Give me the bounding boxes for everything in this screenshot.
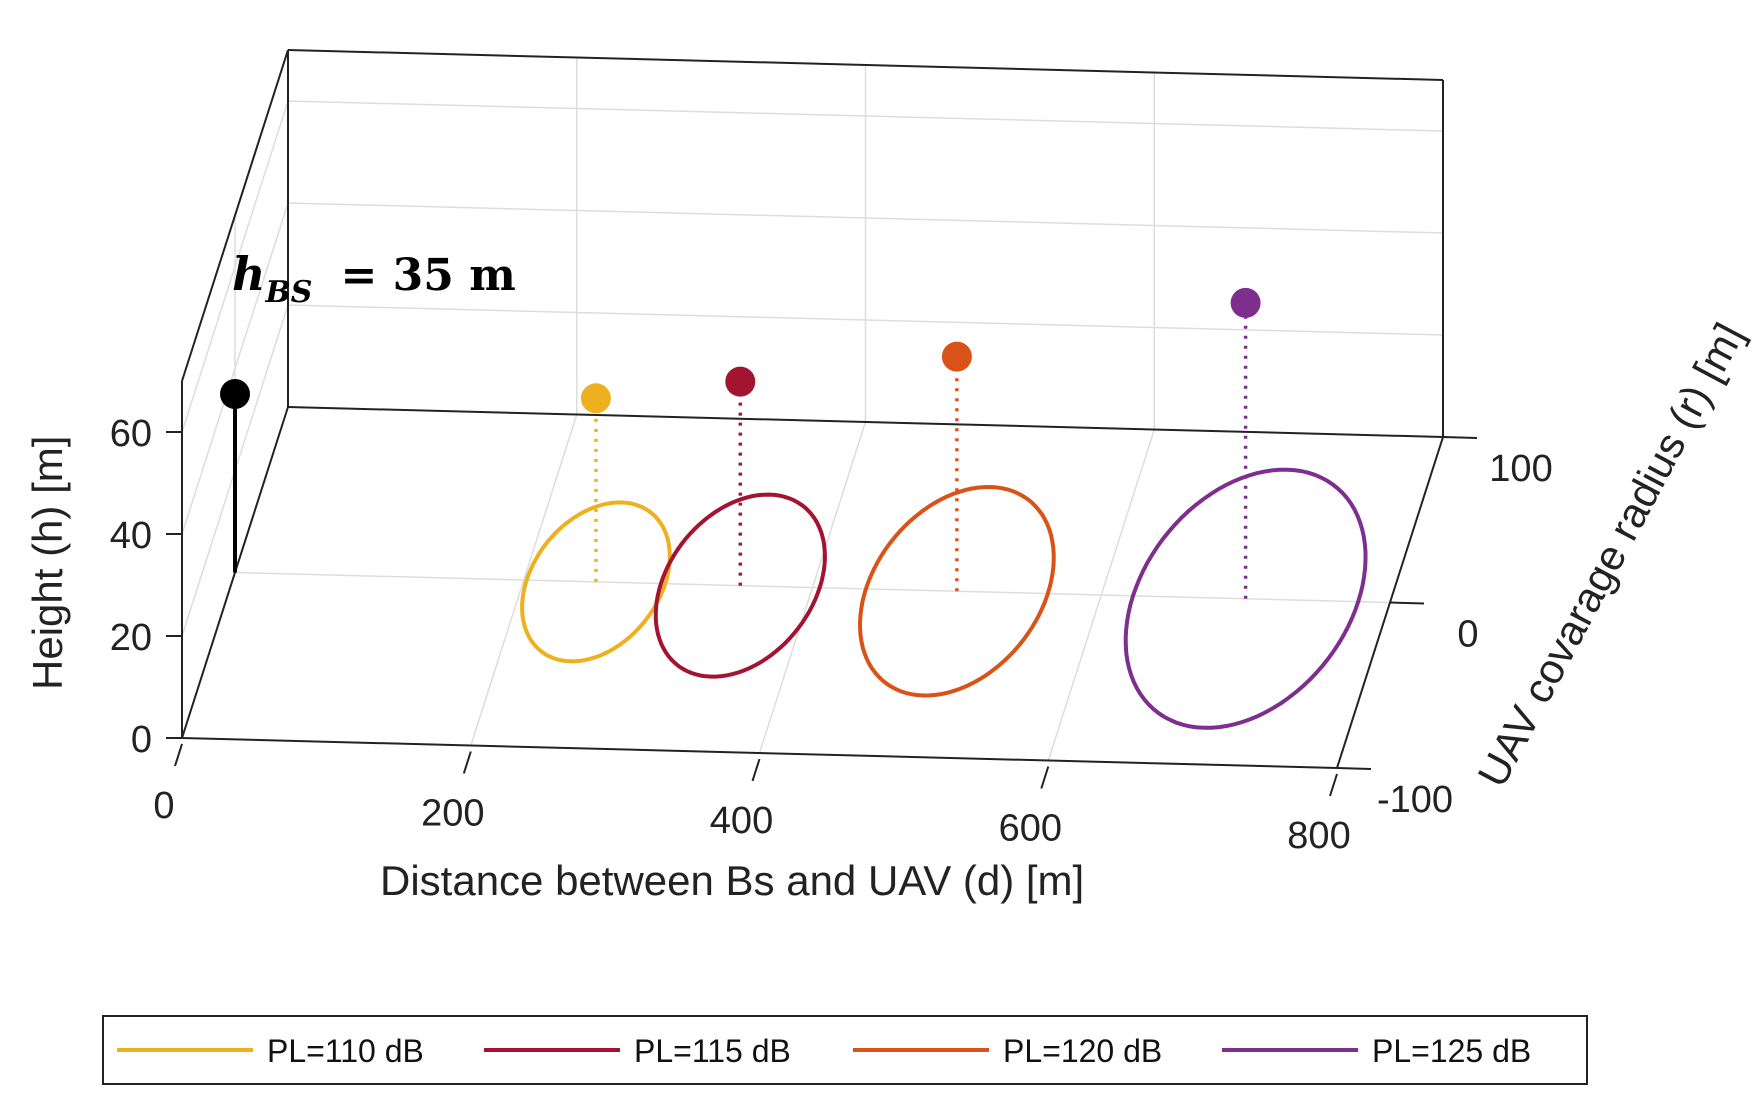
x-tick-label: 800	[1287, 815, 1350, 857]
legend-label: PL=115 dB	[634, 1033, 791, 1069]
series-2	[653, 366, 827, 679]
annotation-value: = 35 m	[340, 250, 515, 301]
z-tick-label: 20	[110, 617, 152, 659]
x-tick-mark	[174, 743, 183, 767]
legend-label: PL=110 dB	[267, 1033, 424, 1069]
y-tick-mark	[1336, 767, 1372, 770]
height-annotation: hBS = 35 m	[232, 247, 516, 310]
coverage-circle	[653, 492, 827, 679]
x-tick-mark	[462, 751, 472, 774]
y-tick-mark	[1442, 436, 1478, 439]
legend-label: PL=125 dB	[1372, 1033, 1531, 1069]
x-tick-mark	[751, 758, 761, 782]
base-station-marker	[220, 379, 250, 409]
coverage-circle	[857, 484, 1056, 698]
annotation-symbol: h	[232, 247, 265, 301]
grid-line-floor-y	[234, 571, 1391, 604]
grid-line-back-z	[287, 304, 1444, 336]
axis-edge	[181, 737, 1338, 769]
x-tick-label: 600	[999, 808, 1062, 850]
axis-edge	[287, 406, 1444, 438]
grid-line-left-z	[181, 100, 289, 433]
y-axis-title: UAV covarage radius (r) [m]	[1468, 315, 1752, 794]
annotation-subscript: BS	[264, 275, 312, 310]
axes-frame	[166, 49, 1478, 797]
y-tick-label: 100	[1489, 448, 1552, 490]
grid-line-back-z	[287, 202, 1444, 234]
uav-marker	[1230, 287, 1261, 318]
coverage-circle	[1123, 467, 1368, 730]
z-tick-label: 60	[110, 413, 152, 455]
x-tick-mark	[1040, 766, 1050, 789]
z-axis-title: Height (h) [m]	[24, 436, 71, 690]
uav-marker	[725, 366, 756, 397]
legend-label: PL=120 dB	[1003, 1033, 1162, 1069]
grid-line-left-z	[181, 202, 289, 535]
z-tick-label: 0	[131, 719, 152, 761]
uav-marker	[941, 341, 972, 372]
series-3	[857, 341, 1056, 698]
axis-edge	[287, 49, 1444, 81]
grid-line-back-z	[287, 100, 1444, 132]
z-tick-label: 40	[110, 515, 152, 557]
tick-labels: 0 200 400 600 800 -100 0 100 0 20 40 60	[110, 413, 1553, 857]
x-axis-title: Distance between Bs and UAV (d) [m]	[380, 857, 1084, 904]
series-1	[520, 383, 672, 664]
x-tick-label: 0	[153, 785, 174, 827]
y-tick-mark	[1389, 601, 1425, 605]
x-tick-label: 400	[710, 800, 773, 842]
uav-marker	[580, 383, 611, 414]
x-tick-mark	[1329, 773, 1338, 797]
plot-series	[220, 287, 1368, 730]
series-4	[1123, 287, 1368, 730]
axis-edge	[181, 49, 289, 382]
y-tick-label: 0	[1457, 614, 1478, 656]
legend: PL=110 dB PL=115 dB PL=120 dB PL=125 dB	[102, 1015, 1588, 1085]
x-tick-label: 200	[421, 793, 484, 835]
coverage-circle	[520, 500, 672, 664]
y-tick-label: -100	[1377, 779, 1453, 821]
legend-items: PL=110 dB PL=115 dB PL=120 dB PL=125 dB	[117, 1033, 1531, 1069]
